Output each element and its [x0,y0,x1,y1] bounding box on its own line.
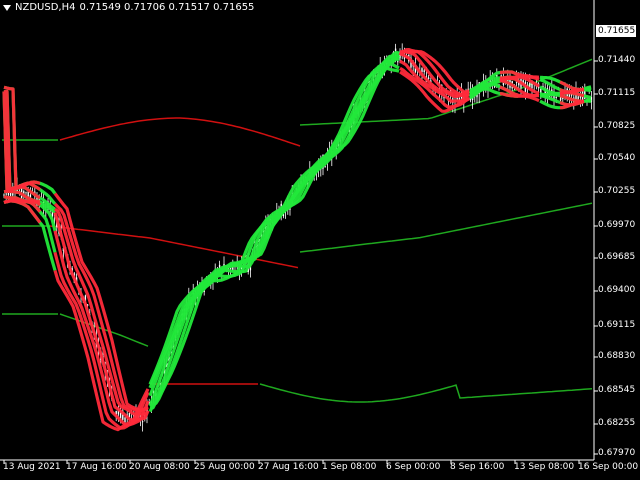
bear-band-strand [53,192,149,413]
symbol-label: NZDUSD,H4 [15,2,76,13]
time-tick-label: 6 Sep 00:00 [386,462,441,472]
candle-body [27,191,29,201]
candle-body [427,77,430,80]
collapse-arrow-icon[interactable] [3,4,11,11]
time-tick-label: 13 Sep 08:00 [514,462,575,472]
candle-body [399,53,401,59]
ohlc-values: 0.71549 0.71706 0.71517 0.71655 [79,2,255,13]
time-tick-label: 16 Sep 00:00 [578,462,639,472]
price-tick-label: 0.68830 [598,351,636,361]
candle-body [5,193,7,195]
candle-body [128,412,131,418]
candle-body [29,194,32,198]
candle-body [509,75,511,88]
price-tick-label: 0.70255 [598,186,636,196]
candle-body [531,81,533,89]
time-tick-label: 25 Aug 00:00 [194,462,255,472]
bull-band-strand [148,50,400,407]
candle-body [421,68,423,73]
candle-body [23,191,25,195]
candle-body [141,421,144,423]
candle-body [232,267,234,272]
candle-body [124,417,126,423]
candle-body [544,87,546,98]
time-tick-label: 13 Aug 2021 [3,462,61,472]
bear-band-strand [559,91,585,98]
candle-body [577,96,579,101]
middle-envelope-line [299,202,593,253]
bear-band-strand [3,89,41,193]
price-tick-label: 0.69685 [598,252,636,262]
candle-body [289,208,291,210]
bear-band-strand [54,207,149,416]
price-tick-label: 0.70825 [598,121,636,131]
price-tick-label: 0.70540 [598,153,636,163]
candle-body [62,248,65,251]
price-tick-label: 0.68545 [598,385,636,395]
time-tick-label: 1 Sep 08:00 [322,462,377,472]
time-tick-label: 8 Sep 16:00 [450,462,505,472]
candle-body [562,97,564,99]
candle-body [148,402,150,404]
bear-band-strand [53,202,149,413]
price-tick-label: 0.68255 [598,418,636,428]
price-tick-label: 0.69115 [598,320,636,330]
candle-body [555,97,557,99]
candle-body [324,166,326,168]
bear-band-strand [53,269,150,432]
candle-body [590,97,593,102]
time-tick-label: 20 Aug 08:00 [129,462,190,472]
candle-body [51,209,54,219]
bear-band-strand [499,76,540,95]
bear-band-strand [499,92,540,103]
candle-body [282,214,285,217]
bull-band-strand [149,54,401,410]
bull-band-strand [148,65,400,385]
bear-band-strand [399,52,470,98]
upper-envelope-line [59,117,301,147]
chart-header: NZDUSD,H4 0.71549 0.71706 0.71517 0.7165… [3,2,254,13]
bear-band-strand [399,70,471,113]
price-tick-label: 0.71440 [598,55,636,65]
bear-band-strand [559,99,585,110]
bear-band-strand [3,199,42,224]
candle-body [122,410,124,420]
time-tick-label: 17 Aug 16:00 [66,462,127,472]
candle-body [443,97,445,99]
bear-band-strand [2,91,41,200]
price-tick-label: 0.67970 [598,448,636,458]
candle-body [529,82,531,88]
candle-body [7,192,10,196]
candle-body [3,194,5,196]
candle-body [229,267,232,270]
bear-band-strand [399,59,470,103]
candle-body [25,192,27,194]
middle-envelope-line [49,225,299,269]
price-tick-label: 0.69970 [598,220,636,230]
candle-body [423,70,425,73]
time-tick-label: 27 Aug 16:00 [258,462,319,472]
candle-body [522,80,524,84]
candle-body [119,411,122,420]
candle-body [86,304,89,306]
current-price-marker: 0.71655 [596,25,636,37]
candle-body [542,86,544,88]
price-tick-label: 0.69400 [598,285,636,295]
lower-envelope-line [259,383,593,403]
price-tick-label: 0.71115 [598,88,636,98]
bull-band-strand [148,59,400,389]
bull-band-strand [148,54,400,397]
